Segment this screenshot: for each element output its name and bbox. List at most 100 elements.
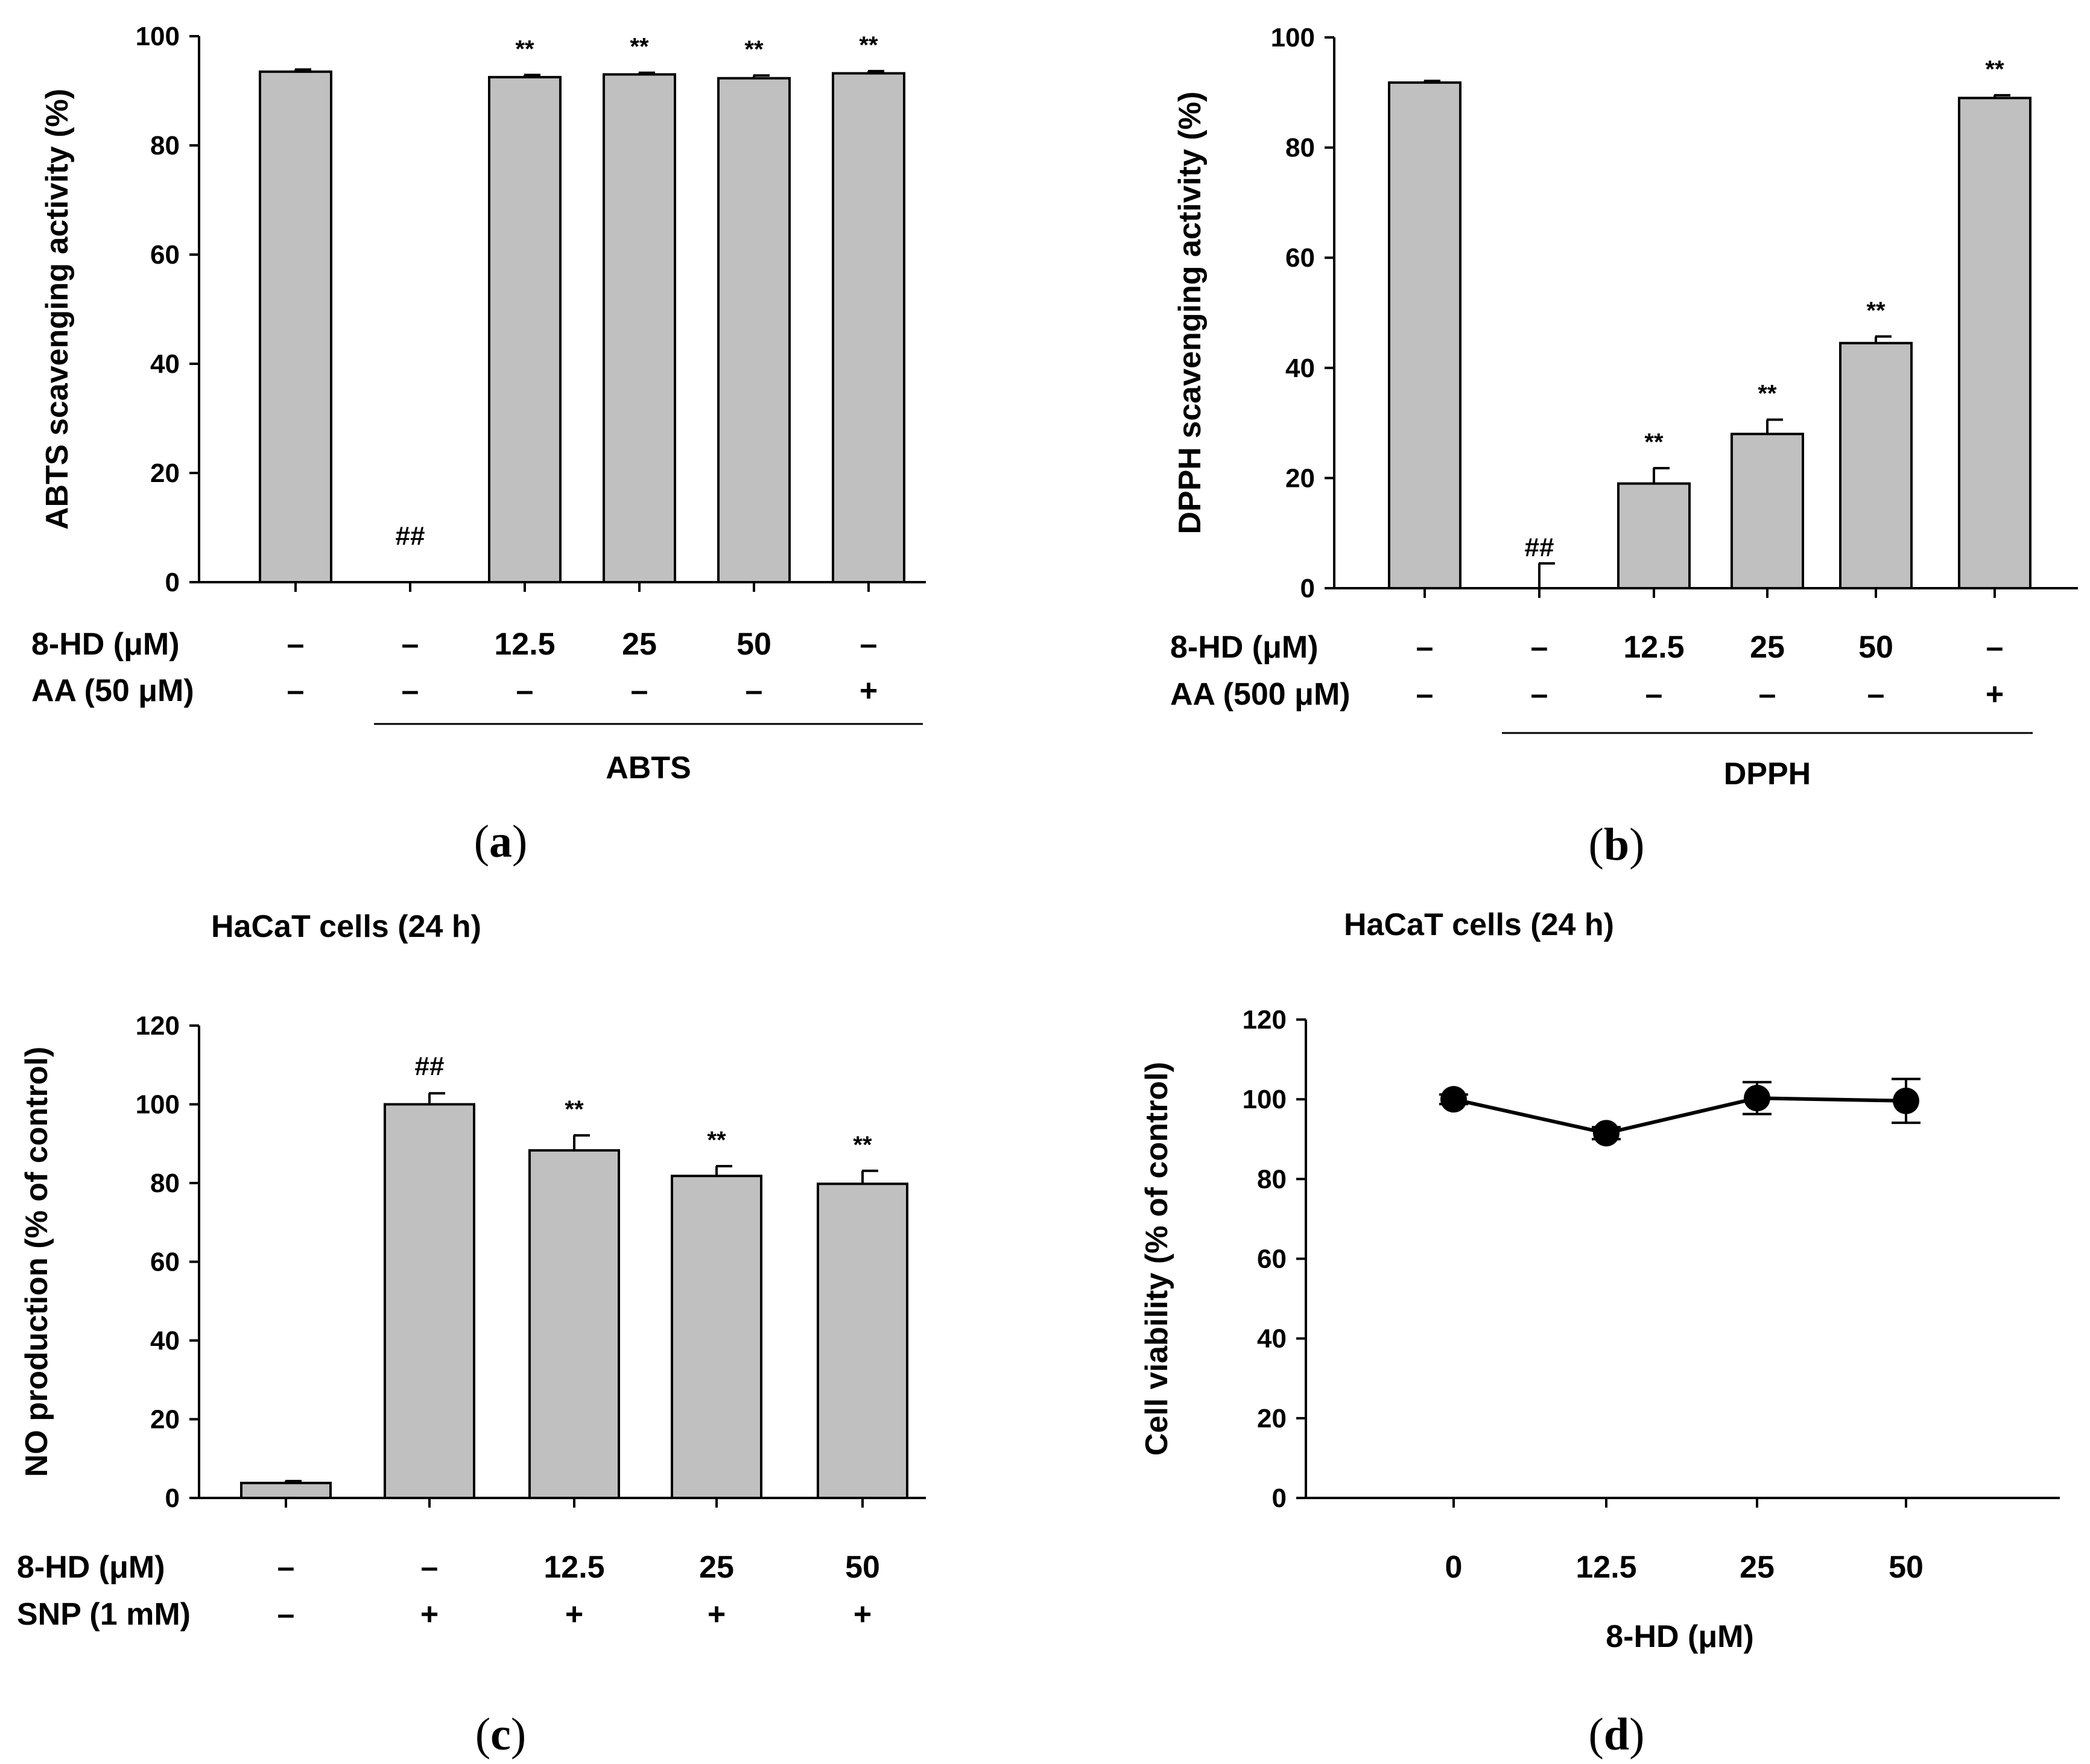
significance-mark: ** (744, 36, 764, 63)
row-label: 8-HD (μM) (31, 627, 180, 662)
row-cell: – (1416, 630, 1434, 665)
row-cell: – (287, 627, 305, 662)
row-cell: – (287, 673, 305, 708)
bar (603, 73, 676, 584)
bar (1388, 81, 1461, 589)
significance-mark: ** (1758, 381, 1777, 407)
row-cell: – (860, 627, 878, 662)
significance-mark: ## (1525, 533, 1554, 562)
significance-mark: ** (630, 34, 649, 60)
row-cell: – (746, 673, 763, 708)
y-tick-label: 0 (1300, 574, 1315, 603)
y-tick-label: 0 (165, 568, 180, 597)
y-tick-label: 60 (1257, 1245, 1287, 1274)
significance-mark: ** (1866, 297, 1886, 324)
y-tick-label: 40 (150, 349, 180, 379)
row-cell: – (516, 673, 534, 708)
bar (717, 77, 791, 583)
y-axis-label: ABTS scavenging activity (%) (40, 89, 75, 530)
panel-label: (b) (1589, 819, 1645, 870)
x-axis-label: 8-HD (μM) (1606, 1619, 1754, 1654)
data-point (1440, 1086, 1467, 1113)
panel-label: (a) (474, 816, 528, 867)
y-tick-label: 60 (1285, 243, 1315, 273)
bar (528, 1149, 620, 1499)
y-tick-label: 40 (150, 1326, 180, 1356)
panel-label: (c) (475, 1709, 526, 1760)
row-cell: 25 (1750, 630, 1785, 665)
data-point (1893, 1087, 1919, 1114)
row-cell: – (1867, 677, 1885, 712)
x-tick-label: 50 (1889, 1550, 1924, 1585)
chart-title: HaCaT cells (24 h) (211, 909, 481, 944)
bar (832, 72, 905, 584)
y-tick-label: 0 (1272, 1483, 1287, 1513)
x-tick-label: 0 (1445, 1550, 1463, 1585)
y-tick-label: 80 (150, 1169, 180, 1198)
y-axis-label: NO production (% of control) (19, 1047, 54, 1477)
bar (1617, 482, 1691, 590)
y-tick-label: 40 (1285, 354, 1315, 383)
significance-mark: ** (1985, 56, 2004, 83)
bar (671, 1175, 762, 1499)
row-cell: 50 (845, 1550, 880, 1585)
row-cell: – (1531, 677, 1548, 712)
data-point (1593, 1120, 1620, 1147)
chart-panel-d: 0 20 40 60 80 100 120 Cell viability (% of cont… (1139, 907, 2060, 1760)
row-cell: – (1416, 677, 1434, 712)
row-label: 8-HD (μM) (17, 1550, 165, 1585)
chart-title: HaCaT cells (24 h) (1344, 907, 1614, 942)
panel-label: (d) (1589, 1709, 1645, 1760)
y-tick-label: 20 (1257, 1404, 1287, 1433)
y-axis-label: Cell viability (% of control) (1139, 1062, 1174, 1456)
significance-mark: ** (515, 36, 534, 62)
x-tick-label: 12.5 (1575, 1550, 1636, 1585)
y-tick-label: 80 (1257, 1164, 1287, 1194)
bar (240, 1482, 332, 1500)
row-cell: – (1645, 677, 1663, 712)
row-cell: – (402, 627, 419, 662)
y-tick-label: 100 (136, 22, 180, 51)
row-cell: + (565, 1597, 583, 1632)
y-tick-label: 20 (150, 458, 180, 488)
bar (259, 70, 332, 583)
y-tick-label: 60 (150, 240, 180, 270)
bar (384, 1103, 475, 1499)
group-label: DPPH (1724, 757, 1811, 792)
bar (1958, 97, 2031, 589)
row-cell: 12.5 (543, 1550, 604, 1585)
row-cell: 12.5 (494, 627, 555, 662)
row-cell: 50 (1858, 630, 1893, 665)
row-cell: – (277, 1550, 295, 1585)
y-tick-label: 120 (136, 1011, 180, 1041)
row-cell: + (860, 673, 878, 708)
row-cell: + (853, 1597, 872, 1632)
row-cell: 25 (622, 627, 657, 662)
row-label: AA (50 μM) (31, 673, 194, 708)
row-cell: 12.5 (1623, 630, 1684, 665)
group-label: ABTS (606, 750, 691, 785)
row-cell: – (277, 1597, 295, 1632)
row-cell: – (421, 1550, 439, 1585)
y-tick-label: 0 (165, 1483, 180, 1513)
y-tick-label: 20 (1285, 463, 1315, 493)
y-axis-label: DPPH scavenging activity (%) (1173, 92, 1208, 535)
significance-mark: ## (415, 1052, 445, 1081)
series-line (1453, 1096, 1907, 1135)
row-cell: – (1531, 630, 1548, 665)
y-tick-label: 60 (150, 1248, 180, 1277)
data-point (1744, 1085, 1770, 1112)
row-cell: + (1986, 677, 2004, 712)
bar (1839, 341, 1913, 590)
chart-panel-b: 0 20 40 60 80 100 DPPH scavenging activity (%)… (1170, 23, 2078, 870)
y-tick-label: 80 (150, 131, 180, 160)
significance-mark: ** (853, 1132, 872, 1158)
y-tick-label: 100 (136, 1090, 180, 1120)
bar (1731, 433, 1804, 589)
significance-mark: ## (396, 521, 425, 551)
chart-panel-c: 0 20 40 60 80 100 120 NO production (% of contr… (17, 909, 926, 1760)
row-cell: – (402, 673, 419, 708)
y-tick-label: 20 (150, 1405, 180, 1435)
y-tick-label: 80 (1285, 133, 1315, 163)
